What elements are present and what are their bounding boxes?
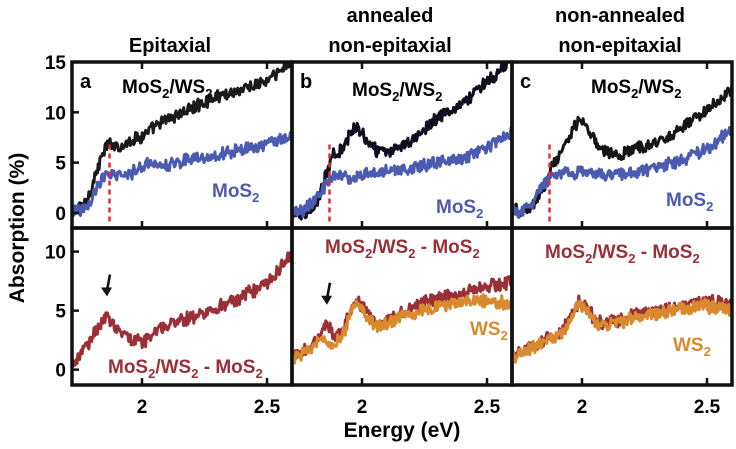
x-tick-label: 2.5: [474, 397, 501, 418]
x-tick-label: 2: [357, 397, 368, 418]
series-label-a-top-1: MoS2: [212, 181, 259, 205]
series-label-b-top-1: MoS2: [436, 197, 483, 221]
panel-letter-b: b: [300, 71, 312, 93]
title-c-line1: non-annealed: [555, 5, 685, 27]
y-tick-label: 5: [55, 302, 66, 323]
series-label-b-bottom-0: MoS2/WS2 - MoS2: [325, 237, 480, 261]
title-b-line1: annealed: [347, 5, 434, 27]
x-axis-label: Energy (eV): [344, 419, 461, 442]
series-line-b-top-0: [292, 62, 512, 221]
series-label-b-bottom-1: WS2: [470, 319, 508, 343]
series-label-c-bottom-0: MoS2/WS2 - MoS2: [545, 242, 700, 266]
series-label-c-top-1: MoS2: [666, 190, 713, 214]
x-tick-label: 2.5: [254, 397, 281, 418]
peak-arrow-head: [101, 287, 112, 297]
y-tick-label: 10: [45, 103, 66, 124]
panel-frame: [510, 226, 734, 387]
x-tick-label: 2: [577, 397, 588, 418]
series-line-a-top-0: [72, 62, 292, 216]
series-label-a-bottom-0: MoS2/WS2 - MoS2: [108, 357, 263, 381]
x-tick-label: 2: [137, 397, 148, 418]
title-a-line1: Epitaxial: [129, 35, 211, 57]
y-tick-label: 10: [45, 243, 66, 264]
panel-letter-a: a: [80, 71, 92, 93]
series-line-b-bottom-1: [292, 293, 512, 365]
title-c-line2: non-epitaxial: [558, 35, 681, 57]
panels-layer: 0 5 10 15 a MoS2/WS2 MoS2 b MoS2/WS2 MoS2 c MoS2/WS…: [45, 53, 734, 418]
series-label-c-top-0: MoS2/WS2: [591, 77, 681, 101]
title-b-line2: non-epitaxial: [328, 35, 451, 57]
y-tick-label: 15: [45, 53, 67, 74]
panel-letter-c: c: [520, 71, 531, 93]
peak-arrow-head: [321, 295, 332, 305]
y-tick-label: 5: [55, 154, 66, 175]
y-tick-label: 0: [55, 204, 66, 225]
y-axis-label: Absorption (%): [6, 153, 29, 303]
panel-b-bottom: 2 2.5: [290, 226, 514, 418]
panel-a-bottom: 2 2.5 0 5 10: [45, 226, 294, 418]
y-tick-label: 0: [55, 361, 66, 382]
series-label-c-bottom-1: WS2: [673, 335, 711, 359]
series-label-b-top-0: MoS2/WS2: [352, 80, 442, 104]
series-line-c-bottom-1: [512, 297, 732, 364]
panel-c-bottom: 2 2.5: [510, 226, 734, 418]
series-label-a-top-0: MoS2/WS2: [122, 77, 212, 101]
x-tick-label: 2.5: [694, 397, 721, 418]
series-line-c-top-1: [512, 126, 732, 219]
series-line-a-bottom-0: [72, 251, 292, 368]
